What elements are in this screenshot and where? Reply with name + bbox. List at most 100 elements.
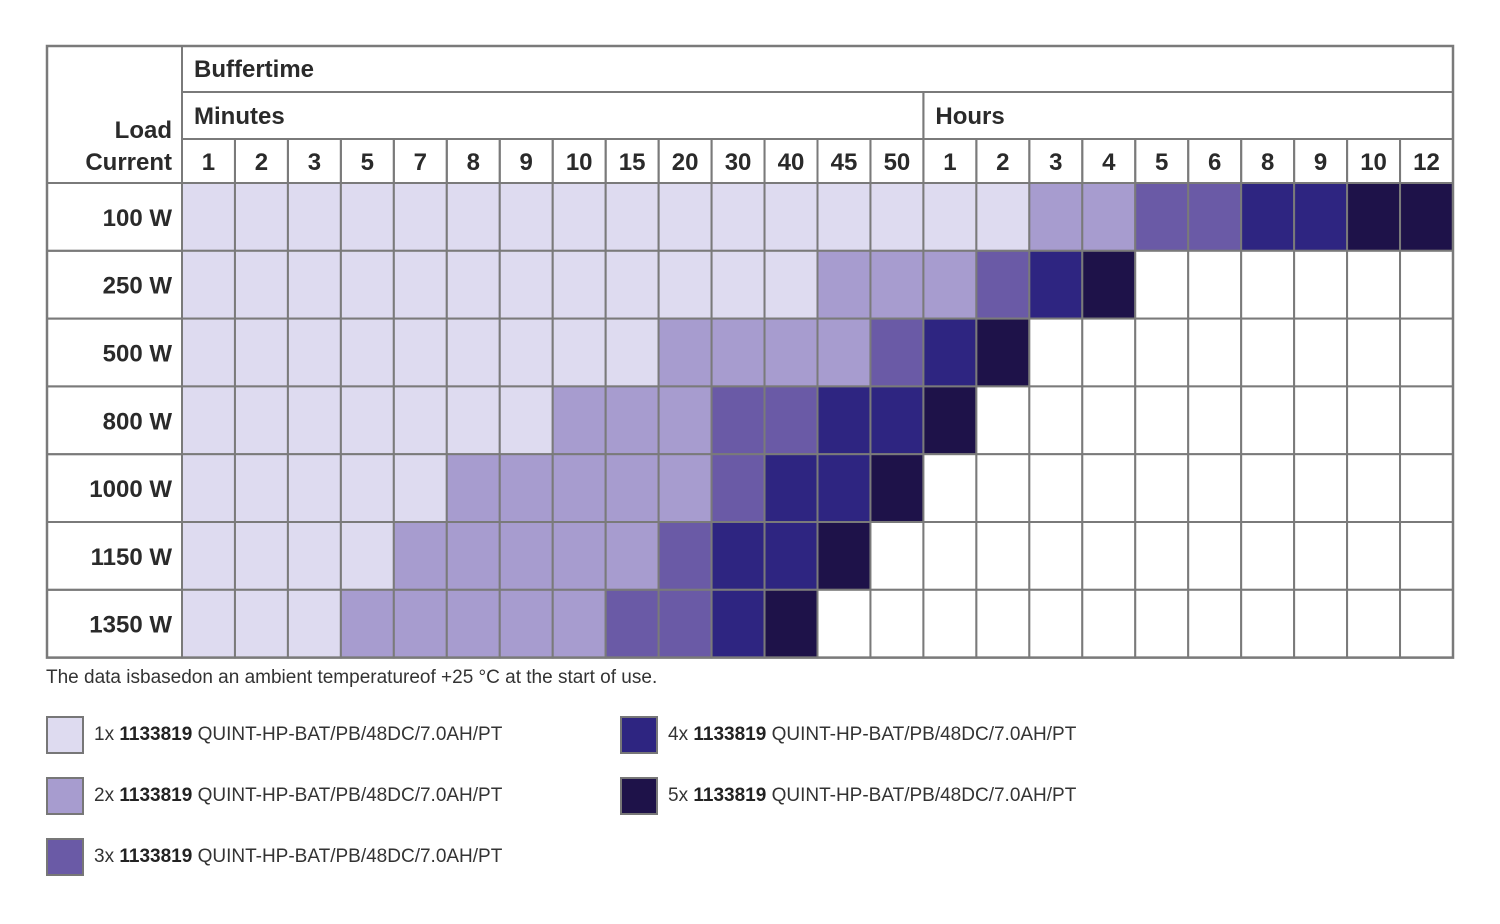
heatmap-cell (763, 182, 819, 252)
heatmap-cell (1134, 182, 1190, 252)
legend-swatch (46, 838, 84, 876)
heatmap-cell (392, 317, 448, 388)
heatmap-cell (181, 521, 236, 591)
heatmap-cell (233, 453, 289, 524)
column-tick-label: 50 (884, 149, 911, 176)
legend-part-number: 1133819 (693, 785, 767, 806)
legend-product: QUINT-HP-BAT/PB/48DC/7.0AH/PT (197, 785, 503, 806)
heatmap-cell (922, 385, 978, 456)
legend-item-3x: 3x 1133819 QUINT-HP-BAT/PB/48DC/7.0AH/PT (46, 838, 502, 876)
legend-item-2x: 2x 1133819 QUINT-HP-BAT/PB/48DC/7.0AH/PT (46, 777, 502, 815)
heatmap-cell (286, 588, 342, 659)
heatmap-cell (1240, 317, 1296, 388)
legend-product: QUINT-HP-BAT/PB/48DC/7.0AH/PT (771, 785, 1077, 806)
heatmap-cell (181, 182, 236, 252)
heatmap-cell (975, 182, 1031, 252)
heatmap-cell (1399, 249, 1454, 320)
heatmap-cell (657, 317, 713, 388)
heatmap-cell (922, 182, 978, 252)
heatmap-cell (286, 385, 342, 456)
column-tick-label: 5 (1155, 149, 1168, 176)
heatmap-cell (869, 521, 925, 591)
heatmap-cell (1346, 182, 1402, 252)
heatmap-cell (233, 182, 289, 252)
heatmap-cell (763, 588, 819, 659)
heatmap-cell (1081, 588, 1137, 659)
legend-product: QUINT-HP-BAT/PB/48DC/7.0AH/PT (771, 724, 1077, 745)
heatmap-cell (816, 317, 872, 388)
column-group-label: Hours (935, 103, 1004, 130)
row-label: 100 W (103, 205, 173, 232)
heatmap-cell (763, 249, 819, 320)
heatmap-cell (869, 453, 925, 524)
heatmap-cell (657, 249, 713, 320)
heatmap-cell (604, 588, 660, 659)
heatmap-cell (286, 182, 342, 252)
legend-count: 5x (668, 785, 689, 806)
heatmap-cell (445, 182, 501, 252)
heatmap-cell (763, 317, 819, 388)
legend-product: QUINT-HP-BAT/PB/48DC/7.0AH/PT (197, 846, 503, 867)
heatmap-cell (392, 521, 448, 591)
column-tick-label: 2 (996, 149, 1009, 176)
heatmap-cell (1028, 453, 1084, 524)
column-tick-label: 8 (1261, 149, 1274, 176)
heatmap-cell (1399, 182, 1454, 252)
heatmap-cell (1346, 521, 1402, 591)
legend-part-number: 1133819 (119, 785, 193, 806)
heatmap-cell (763, 521, 819, 591)
heatmap-cell (869, 317, 925, 388)
legend-swatch (620, 777, 658, 815)
heatmap-cell (657, 182, 713, 252)
heatmap-cell (816, 385, 872, 456)
heatmap-cell (604, 385, 660, 456)
heatmap-cell (392, 588, 448, 659)
heatmap-cell (975, 385, 1031, 456)
heatmap-cell (1081, 249, 1137, 320)
row-axis-label: Current (85, 149, 172, 176)
heatmap-cell (1293, 453, 1349, 524)
heatmap-cell (1346, 249, 1402, 320)
column-tick-label: 1 (943, 149, 956, 176)
column-tick-label: 8 (467, 149, 480, 176)
heatmap-cell (1293, 249, 1349, 320)
column-group-label: Minutes (194, 103, 285, 130)
heatmap-cell (710, 249, 766, 320)
heatmap-cell (816, 521, 872, 591)
row-label: 1000 W (89, 476, 172, 503)
heatmap-cell (339, 182, 395, 252)
heatmap-cell (1081, 385, 1137, 456)
row-label: 800 W (103, 408, 173, 435)
heatmap-cell (763, 453, 819, 524)
heatmap-cell (1081, 453, 1137, 524)
heatmap-cell (1187, 182, 1243, 252)
heatmap-cell (1293, 521, 1349, 591)
heatmap-cell (1028, 182, 1084, 252)
column-tick-label: 40 (778, 149, 805, 176)
column-tick-label: 3 (308, 149, 321, 176)
column-tick-label: 5 (361, 149, 374, 176)
heatmap-cell (551, 385, 607, 456)
heatmap-cell (975, 317, 1031, 388)
row-label: 500 W (103, 341, 173, 368)
legend-count: 4x (668, 724, 689, 745)
heatmap-cell (922, 453, 978, 524)
column-tick-label: 3 (1049, 149, 1062, 176)
row-label: 250 W (103, 273, 173, 300)
heatmap-cell (233, 385, 289, 456)
heatmap-cell (1240, 453, 1296, 524)
heatmap-cell (1134, 249, 1190, 320)
heatmap-cell (1399, 521, 1454, 591)
heatmap-cell (1134, 521, 1190, 591)
heatmap-cell (233, 588, 289, 659)
legend-count: 3x (94, 846, 115, 867)
heatmap-cell (498, 317, 554, 388)
heatmap-cell (551, 521, 607, 591)
heatmap-cell (816, 249, 872, 320)
heatmap-cell (1399, 588, 1454, 659)
heatmap-cell (551, 317, 607, 388)
heatmap-cell (710, 182, 766, 252)
heatmap-cell (1081, 521, 1137, 591)
heatmap-cell (604, 453, 660, 524)
heatmap-cell (181, 249, 236, 320)
